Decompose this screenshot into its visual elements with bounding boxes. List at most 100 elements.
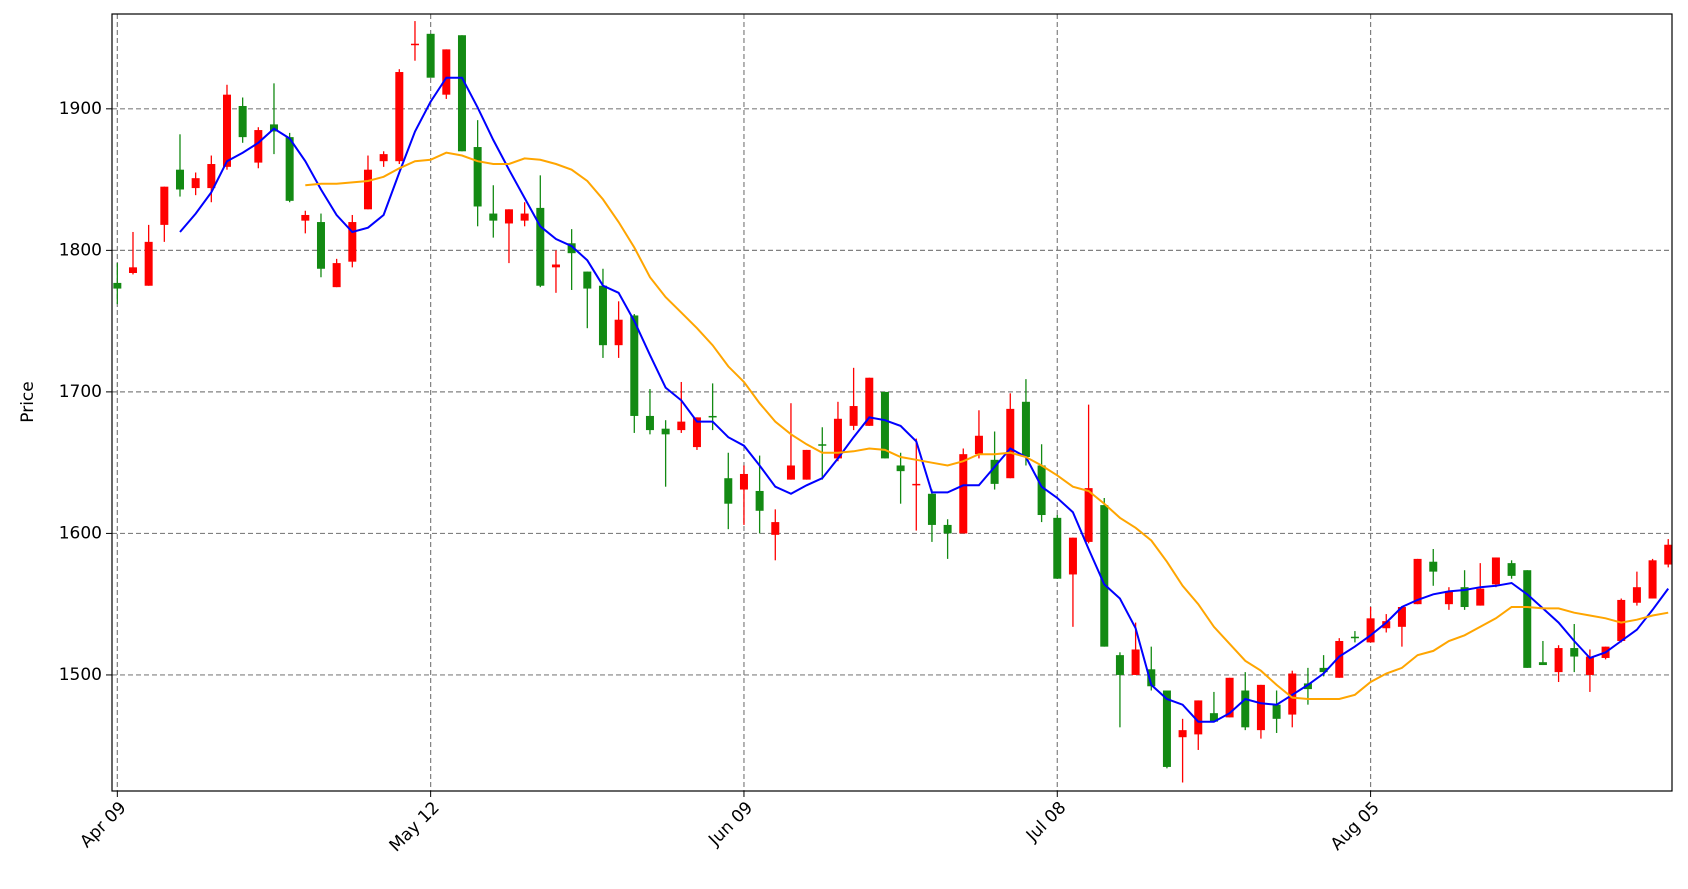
candle-body <box>1178 730 1187 738</box>
candle-body <box>379 154 388 162</box>
candle-body <box>1632 587 1641 603</box>
candle-body <box>395 72 404 162</box>
candle-body <box>833 418 842 459</box>
candle-body <box>222 94 231 167</box>
candle-body <box>567 243 576 254</box>
candle-body <box>254 130 263 163</box>
candle-body <box>1021 401 1030 457</box>
candle-body <box>912 483 921 486</box>
candle-body <box>348 222 357 262</box>
x-tick-label: May 12 <box>386 798 444 856</box>
candle-body <box>1507 563 1516 576</box>
candle-body <box>1460 587 1469 608</box>
candle-body <box>598 285 607 346</box>
candle-body <box>943 524 952 534</box>
candle-body <box>1068 537 1077 575</box>
candle-body <box>1100 505 1109 647</box>
candle-body <box>1523 570 1532 668</box>
candle-body <box>332 263 341 288</box>
plot-frame <box>111 13 1673 792</box>
candle-body <box>849 406 858 426</box>
x-tick-label: Apr 09 <box>76 798 130 852</box>
candle-body <box>551 264 560 268</box>
candle-body <box>1429 561 1438 572</box>
candle-body <box>1225 677 1234 718</box>
candle-body <box>207 164 216 189</box>
candle-body <box>1648 560 1657 599</box>
candle-body <box>410 43 419 46</box>
candle-body <box>1382 621 1391 629</box>
candle-body <box>1241 690 1250 728</box>
candle-body <box>974 435 983 455</box>
candle-body <box>442 49 451 95</box>
candle-body <box>238 105 247 138</box>
candle-body <box>128 267 137 273</box>
candle-body <box>786 465 795 480</box>
candle-body <box>802 449 811 480</box>
candle-body <box>160 186 169 225</box>
candle-body <box>1585 656 1594 675</box>
candle-body <box>113 282 122 289</box>
y-tick-label: 1700 <box>59 382 102 402</box>
candle-body <box>755 490 764 511</box>
candle-body <box>677 421 686 431</box>
candle-body <box>1664 544 1673 565</box>
candle-body <box>504 209 513 224</box>
candle-body <box>771 522 780 535</box>
candle-body <box>520 213 529 221</box>
candle-body <box>1350 636 1359 639</box>
candle-body <box>144 241 153 286</box>
candle-body <box>896 465 905 472</box>
y-tick-label: 1800 <box>59 240 102 260</box>
candle-body <box>1147 669 1156 687</box>
candle-body <box>990 459 999 484</box>
candle-body <box>724 478 733 504</box>
candle-body <box>285 137 294 201</box>
candle-body <box>1397 607 1406 627</box>
candle-body <box>630 315 639 416</box>
candle-body <box>489 213 498 221</box>
candle-body <box>880 391 889 459</box>
candle-body <box>1444 591 1453 605</box>
candle-body <box>1115 655 1124 675</box>
candle-body <box>1256 684 1265 731</box>
candle-body <box>363 169 372 210</box>
candle-body <box>316 222 325 269</box>
candle-body <box>301 214 310 221</box>
candle-body <box>614 319 623 346</box>
candle-body <box>1209 713 1218 722</box>
candle-body <box>457 35 466 152</box>
candle-body <box>1303 683 1312 690</box>
candle-body <box>1162 690 1171 767</box>
candle-body <box>1053 517 1062 579</box>
candle-body <box>739 473 748 490</box>
candle-body <box>191 178 200 189</box>
candle-body <box>536 207 545 286</box>
candle-body <box>1554 648 1563 673</box>
candle-body <box>1491 557 1500 585</box>
x-tick-label: Jun 09 <box>704 798 757 851</box>
candle-body <box>1476 588 1485 606</box>
candle-body <box>1335 640 1344 678</box>
x-tick-label: Jul 08 <box>1022 798 1070 846</box>
moving-average-line <box>179 76 1670 723</box>
x-tick-label: Aug 05 <box>1327 798 1384 855</box>
candle-body <box>645 415 654 431</box>
candle-body <box>473 147 482 207</box>
candle-body <box>1570 648 1579 657</box>
candle-body <box>1413 558 1422 605</box>
candle-body <box>708 415 717 418</box>
candle-body <box>927 493 936 525</box>
candle-body <box>1006 408 1015 479</box>
candle-body <box>661 428 670 435</box>
candle-body <box>959 454 968 534</box>
candle-body <box>865 377 874 426</box>
y-tick-label: 1600 <box>59 523 102 543</box>
candle-body <box>1084 488 1093 542</box>
candle-body <box>1194 700 1203 735</box>
candle-body <box>1131 649 1140 675</box>
moving-average-line <box>305 151 1669 700</box>
candle-body <box>818 444 827 446</box>
candle-body <box>692 417 701 448</box>
